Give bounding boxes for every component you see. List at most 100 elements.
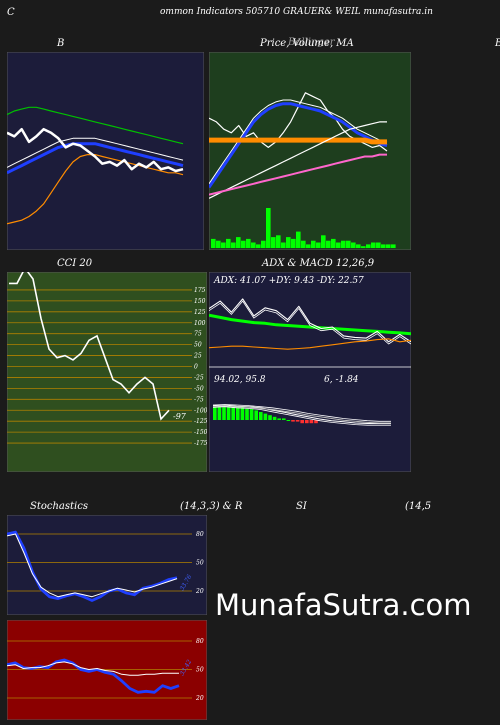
rsi-line2-line [7,661,179,676]
header-title: ommon Indicators 505710 GRAUER& WEIL mun… [160,7,433,17]
volume-bar [271,237,276,248]
volume-bar [356,244,361,248]
cci-tick-label: -75 [194,396,204,403]
volume-bar [236,237,241,248]
rsi-title-mid: SI [296,501,307,512]
macd-histogram-bar [213,407,217,420]
rsi-title-right: (14,5 [405,501,432,512]
rsi-tick-label: 20 [195,695,204,702]
volume-bar [266,208,271,248]
volume-bar [341,240,346,248]
watermark: MunafaSutra.com [215,588,472,622]
bollinger-lower-line [7,153,184,225]
macd-histogram-bar [236,407,240,420]
bollinger-middle-outline [7,137,184,168]
cci-tick-label: -100 [194,407,207,414]
macd-signal-line-2 [212,404,391,422]
volume-bar [351,242,356,248]
volume-bar [321,235,326,248]
macd-histogram-bar [291,420,295,422]
cci-tick-label: -25 [194,374,204,381]
macd-histogram-bar [226,407,231,420]
cci-tick-label: -175 [194,440,207,447]
cci-tick-label: -150 [194,429,207,436]
rsi-tick-label: 80 [196,638,204,645]
volume-bar [306,244,311,248]
stoch-tick-label: 20 [195,588,204,595]
cci-bg [7,272,207,472]
volume-bar [331,238,336,248]
macd-histogram-bar [245,408,249,420]
header-left-letter: C [7,7,15,18]
macd-histogram-bar [277,418,281,420]
volume-bar [376,242,381,248]
price-chart [209,52,411,250]
macd-histogram-bar [254,410,258,420]
volume-bar [301,240,306,248]
volume-bar [226,238,231,248]
volume-bar [216,240,221,248]
cci-line [9,272,170,421]
macd-histogram-bar [259,412,263,420]
price-bg [209,52,411,250]
cci-tick-label: 150 [194,298,206,305]
volume-bar [361,246,366,248]
price-overlap-text: Bollinger [288,37,335,48]
adx-plus-di-shadow [209,300,411,345]
volume-bar [281,242,286,248]
macd-histogram-bar [217,407,222,420]
bollinger-price-line [7,127,184,173]
cci-tick-label: 75 [194,331,202,338]
macd-histogram-bar [268,415,272,420]
stoch-bg [7,515,207,615]
adx-bg [209,272,411,472]
rsi-tick-label: 50 [196,667,204,674]
adx-title: ADX & MACD 12,26,9 [262,258,375,269]
price-right-letter: B [495,38,500,49]
volume-bar [346,240,351,248]
macd-histogram-bar [286,420,291,421]
volume-bar [286,237,291,248]
macd-left-text: 94.02, 95.8 [214,375,266,385]
price-title: Price, Volume, MA [260,38,354,49]
bollinger-chart [7,52,204,250]
adx-minus_di-line [209,338,411,350]
price-ma_blue-line [209,102,388,189]
volume-bar [276,235,281,248]
macd-histogram-bar [222,407,226,420]
cci-title: CCI 20 [57,258,93,269]
stoch-tick-label: 50 [196,560,204,567]
stoch-d-line [7,533,178,598]
volume-bar [326,240,331,248]
macd-histogram-bar [295,420,300,422]
volume-bar [381,244,386,248]
volume-bar [261,240,266,248]
macd-histogram-bar [272,416,277,420]
volume-bar [296,231,301,248]
volume-bar [241,240,246,248]
cci-tick-label: 0 [194,364,198,371]
volume-bar [386,244,391,248]
macd-histogram-bar [263,413,268,420]
volume-bar [251,242,256,248]
macd-histogram-bar [305,420,309,424]
volume-bar [246,238,251,248]
macd-line-2 [212,406,391,426]
volume-bar [336,242,341,248]
volume-bar [316,242,321,248]
cci-value-label: -97 [173,412,187,421]
macd-histogram-bar [314,420,318,424]
adx-text: ADX: 41.07 +DY: 9.43 -DY: 22.57 [213,276,364,286]
stoch-tick-label: 80 [196,531,204,538]
rsi-bg [7,620,207,720]
volume-bar [371,242,376,248]
volume-bar [211,238,216,248]
volume-bar [221,242,226,248]
price-ma_white-line [209,121,387,199]
macd-line [212,404,391,424]
macd-histogram-bar [231,407,235,420]
volume-bar [391,244,396,248]
price-ma_orange-line [209,137,387,145]
